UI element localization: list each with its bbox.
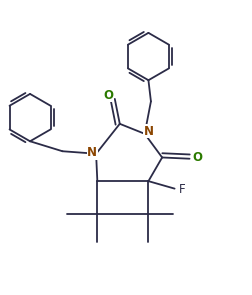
Text: F: F (179, 183, 185, 196)
Text: N: N (143, 125, 153, 138)
Text: O: O (104, 89, 114, 102)
Text: O: O (192, 151, 202, 164)
Text: N: N (87, 146, 97, 159)
